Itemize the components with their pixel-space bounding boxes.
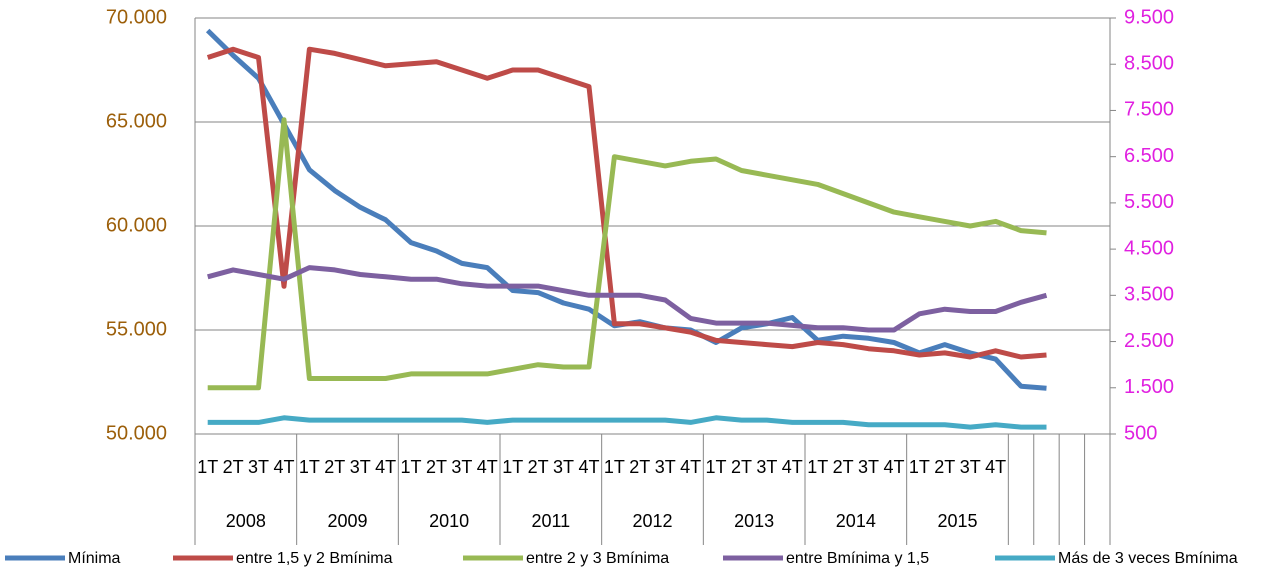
- x-tick-label: 4T: [883, 457, 904, 477]
- x-tick-label: 4T: [477, 457, 498, 477]
- y2-tick-label: 4.500: [1124, 237, 1174, 259]
- x-tick-label: 2T: [324, 457, 345, 477]
- x-tick-label: 1T: [299, 457, 320, 477]
- x-tick-label: 3T: [451, 457, 472, 477]
- legend-label: Más de 3 veces Bmínima: [1058, 550, 1238, 567]
- x-tick-label: 4T: [273, 457, 294, 477]
- x-tick-label: 1T: [909, 457, 930, 477]
- x-tick-label: 2T: [629, 457, 650, 477]
- y2-tick-label: 3.500: [1124, 284, 1174, 306]
- group-label: 2014: [836, 511, 876, 531]
- x-tick-label: 3T: [248, 457, 269, 477]
- legend-label: Mínima: [68, 550, 121, 567]
- x-tick-label: 1T: [401, 457, 422, 477]
- x-tick-label: 1T: [197, 457, 218, 477]
- legend-label: entre 2 y 3 Bmínima: [526, 550, 669, 567]
- y-tick-label: 50.000: [106, 422, 167, 444]
- y-tick-label: 55.000: [106, 318, 167, 340]
- x-tick-label: 4T: [578, 457, 599, 477]
- y2-tick-label: 7.500: [1124, 99, 1174, 121]
- x-tick-label: 2T: [426, 457, 447, 477]
- y2-tick-label: 6.500: [1124, 145, 1174, 167]
- x-tick-label: 1T: [502, 457, 523, 477]
- group-label: 2009: [327, 511, 367, 531]
- x-tick-label: 3T: [960, 457, 981, 477]
- y2-tick-label: 1.500: [1124, 376, 1174, 398]
- y-tick-label: 65.000: [106, 110, 167, 132]
- x-tick-label: 1T: [807, 457, 828, 477]
- group-label: 2008: [226, 511, 266, 531]
- y-tick-label: 70.000: [106, 6, 167, 28]
- x-tick-label: 3T: [350, 457, 371, 477]
- x-tick-label: 2T: [528, 457, 549, 477]
- x-tick-label: 3T: [553, 457, 574, 477]
- y2-tick-label: 2.500: [1124, 330, 1174, 352]
- x-tick-label: 3T: [655, 457, 676, 477]
- group-label: 2012: [632, 511, 672, 531]
- x-tick-label: 4T: [985, 457, 1006, 477]
- y-tick-label: 60.000: [106, 214, 167, 236]
- y2-tick-label: 5.500: [1124, 191, 1174, 213]
- group-label: 2013: [734, 511, 774, 531]
- x-tick-label: 4T: [782, 457, 803, 477]
- series-line: [207, 117, 1047, 391]
- x-tick-label: 4T: [375, 457, 396, 477]
- x-tick-label: 2T: [833, 457, 854, 477]
- series-line: [205, 28, 1047, 391]
- x-tick-label: 3T: [756, 457, 777, 477]
- x-tick-label: 2T: [731, 457, 752, 477]
- y2-tick-label: 9.500: [1124, 6, 1174, 28]
- y2-tick-label: 500: [1124, 422, 1157, 444]
- series-line: [207, 265, 1048, 333]
- x-tick-label: 1T: [706, 457, 727, 477]
- legend-label: entre Bmínima y 1,5: [786, 550, 929, 567]
- x-tick-label: 4T: [680, 457, 701, 477]
- x-tick-label: 2T: [223, 457, 244, 477]
- x-tick-label: 3T: [858, 457, 879, 477]
- y2-tick-label: 8.500: [1124, 53, 1174, 75]
- series-line: [206, 46, 1047, 360]
- legend-label: entre 1,5 y 2 Bmínima: [236, 550, 393, 567]
- x-tick-label: 1T: [604, 457, 625, 477]
- group-label: 2011: [531, 511, 570, 531]
- series-line: [207, 415, 1047, 430]
- x-tick-label: 2T: [934, 457, 955, 477]
- group-label: 2010: [429, 511, 469, 531]
- group-label: 2015: [937, 511, 977, 531]
